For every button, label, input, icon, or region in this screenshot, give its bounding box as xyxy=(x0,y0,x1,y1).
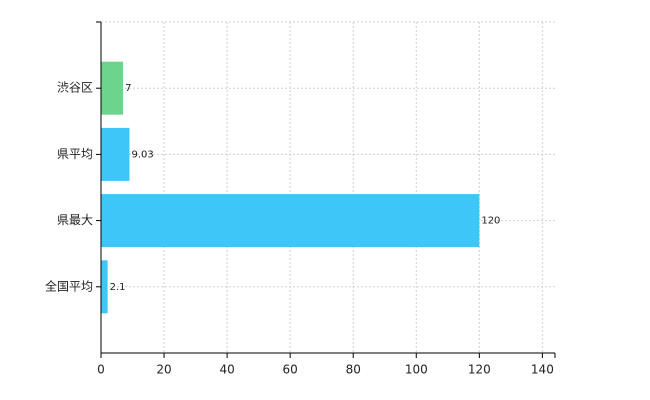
y-tick-label: 県最大 xyxy=(57,213,93,227)
x-tick-label: 20 xyxy=(156,363,171,377)
x-tick-label: 0 xyxy=(97,363,105,377)
bar xyxy=(101,260,108,314)
value-label: 7 xyxy=(125,83,131,94)
x-tick-label: 40 xyxy=(219,363,234,377)
x-tick-label: 100 xyxy=(405,363,428,377)
bar xyxy=(101,127,130,181)
x-tick-label: 80 xyxy=(346,363,361,377)
x-tick-label: 140 xyxy=(531,363,554,377)
bar xyxy=(101,194,480,248)
value-label: 120 xyxy=(481,216,500,227)
value-label: 2.1 xyxy=(110,282,126,293)
bar xyxy=(101,61,124,115)
value-label: 9.03 xyxy=(131,149,153,160)
y-tick-label: 渋谷区 xyxy=(57,81,93,95)
y-tick-label: 県平均 xyxy=(57,147,93,161)
x-tick-label: 60 xyxy=(283,363,298,377)
y-tick-label: 全国平均 xyxy=(45,278,93,293)
x-tick-label: 120 xyxy=(468,363,491,377)
